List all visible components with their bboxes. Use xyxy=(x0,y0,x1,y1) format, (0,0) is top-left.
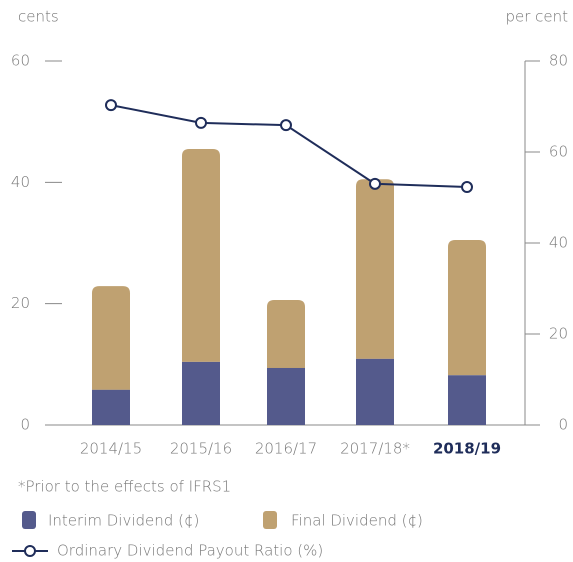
legend-swatch xyxy=(263,511,277,529)
final-bar xyxy=(356,179,394,359)
payout-marker xyxy=(280,119,292,132)
legend-label: Ordinary Dividend Payout Ratio (%) xyxy=(57,542,323,560)
interim-bar xyxy=(267,367,305,425)
legend-label: Final Dividend (¢) xyxy=(291,512,423,530)
final-bar xyxy=(92,286,130,390)
y2-tick-label: 40 xyxy=(549,234,568,252)
legend-label: Interim Dividend (¢) xyxy=(48,512,199,530)
y2-tick-label: 0 xyxy=(558,416,568,434)
footnote: *Prior to the effects of IFRS1 xyxy=(18,478,231,496)
x-tick-label: 2016/17 xyxy=(255,440,317,458)
payout-marker xyxy=(195,116,207,129)
x-tick-label: 2015/16 xyxy=(170,440,232,458)
x-tick-label: 2017/18* xyxy=(340,440,410,458)
y2-tick-label: 60 xyxy=(549,143,568,161)
payout-marker xyxy=(105,99,117,112)
x-tick-label: 2014/15 xyxy=(80,440,142,458)
legend-marker xyxy=(24,545,36,557)
x-tick-label: 2018/19 xyxy=(433,440,501,458)
interim-bar xyxy=(356,358,394,425)
y-tick-label: 40 xyxy=(11,173,30,191)
interim-bar xyxy=(448,375,486,425)
y2-tick-label: 80 xyxy=(549,52,568,70)
y2-tick-label: 20 xyxy=(549,325,568,343)
interim-bar xyxy=(182,361,220,425)
y-axis-label: cents xyxy=(18,8,59,26)
final-bar xyxy=(182,148,220,362)
y2-axis-label: per cent xyxy=(505,8,568,26)
payout-marker xyxy=(461,181,473,194)
y-tick-label: 0 xyxy=(20,416,30,434)
final-bar xyxy=(448,239,486,376)
final-bar xyxy=(267,300,305,368)
y-tick-label: 20 xyxy=(11,294,30,312)
payout-marker xyxy=(369,177,381,190)
y-tick-label: 60 xyxy=(11,52,30,70)
payout-line xyxy=(110,104,468,189)
legend-swatch xyxy=(22,511,36,529)
interim-bar xyxy=(92,389,130,425)
